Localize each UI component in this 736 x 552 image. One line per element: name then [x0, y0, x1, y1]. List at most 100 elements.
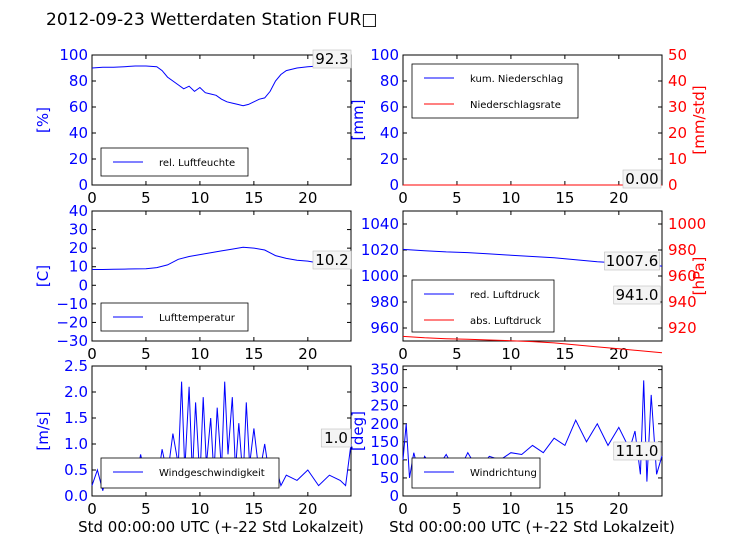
- panel-1: 0 5 10 15 20 0 20 40 60 80 100 0 10 20 30 40 50 [mm/std] […: [349, 46, 708, 207]
- y-tick-label: 0: [389, 176, 399, 194]
- y-tick-label: −30: [56, 332, 88, 350]
- y-tick-label-right: 20: [668, 124, 687, 142]
- y-tick-label: 40: [69, 124, 88, 142]
- x-tick-label: 10: [190, 189, 209, 207]
- y-axis-label-right: [mm/std]: [690, 85, 708, 154]
- y-tick-label: 60: [380, 98, 399, 116]
- y-tick-label: 1.5: [64, 409, 88, 427]
- panel-4: 0 5 10 15 20 0.0 0.5 1.0 1.5 2.0 2.5 [m/s] Windgesch…: [34, 357, 352, 518]
- y-axis-label: [mm]: [349, 100, 367, 141]
- y-tick-label: 0.0: [64, 487, 88, 505]
- y-tick-label: 200: [370, 415, 399, 433]
- y-tick-label-right: 30: [668, 98, 687, 116]
- y-tick-label: 20: [69, 239, 88, 257]
- y-tick-label: 250: [370, 397, 399, 415]
- y-tick-label: −20: [56, 313, 88, 331]
- y-tick-label: 50: [380, 469, 399, 487]
- series-line: [91, 64, 351, 107]
- y-tick-label: 60: [69, 98, 88, 116]
- x-tick-label: 0: [398, 189, 408, 207]
- x-axis-label-left: Std 00:00:00 UTC (+-22 Std Lokalzeit): [78, 518, 364, 536]
- panel-3: 0 5 10 15 20 960 980 1000 1020 1040 920 940 960 980 10…: [361, 210, 708, 363]
- legend-box: [411, 279, 555, 333]
- y-tick-label-right: 1000: [668, 215, 706, 233]
- y-tick-label: 1020: [361, 241, 399, 259]
- x-tick-label: 0: [87, 189, 97, 207]
- y-tick-label: 0: [78, 276, 88, 294]
- x-tick-label: 10: [501, 189, 520, 207]
- x-tick-label: 5: [141, 189, 151, 207]
- y-tick-label: 100: [370, 451, 399, 469]
- legend-label: Lufttemperatur: [159, 313, 236, 324]
- y-tick-label-right: 980: [668, 241, 697, 259]
- legend-box: [411, 457, 541, 489]
- panel-0: 0 5 10 15 20 0 20 40 60 80 100 [%] rel. Luftfeuchte 9…: [34, 46, 352, 207]
- x-tick-label: 5: [452, 500, 462, 518]
- y-tick-label: 2.0: [64, 383, 88, 401]
- last-value-box: [604, 251, 660, 271]
- last-value-label: 10.2: [315, 251, 348, 269]
- plot-frame: [402, 365, 663, 497]
- y-tick-label: 1.0: [64, 435, 88, 453]
- panel-5: 0 5 10 15 20050100150200250300350[deg]Windri…: [349, 361, 663, 518]
- y-axis-label-right: [hPa]: [690, 257, 708, 296]
- last-value-label: 1.0: [324, 429, 348, 447]
- y-tick-label-right: 50: [668, 46, 687, 64]
- x-tick-label: 0: [398, 500, 408, 518]
- x-tick-label: 15: [244, 189, 263, 207]
- x-tick-label: 0: [87, 500, 97, 518]
- y-tick-label: 10: [69, 258, 88, 276]
- plot-frame: [91, 54, 352, 186]
- series-line: [402, 335, 663, 354]
- legend-label: Windrichtung: [470, 468, 537, 479]
- y-tick-label-right: 40: [668, 72, 687, 90]
- legend-label: kum. Niederschlag: [470, 74, 563, 85]
- y-axis-label: [m/s]: [34, 411, 52, 450]
- y-tick-label: 2.5: [64, 357, 88, 375]
- y-tick-label: 350: [370, 361, 399, 379]
- x-tick-label: 5: [452, 345, 462, 363]
- last-value-box: [312, 250, 352, 270]
- panel-2: 0 5 10 15 20−30−20−10010203040[C]Lufttempera…: [34, 202, 352, 363]
- x-tick-label: 10: [190, 345, 209, 363]
- last-value-box: [613, 285, 661, 305]
- last-value-box: [320, 428, 352, 448]
- y-tick-label: 80: [69, 72, 88, 90]
- x-tick-label: 15: [244, 500, 263, 518]
- y-axis-label: [%]: [34, 107, 52, 133]
- legend-box: [411, 63, 579, 119]
- x-tick-label: 20: [609, 189, 628, 207]
- legend-label: rel. Luftfeuchte: [159, 158, 235, 169]
- last-value-label: 111.0: [616, 442, 659, 460]
- x-tick-label: 15: [555, 189, 574, 207]
- x-tick-label: 20: [298, 345, 317, 363]
- x-tick-label: 10: [190, 500, 209, 518]
- x-tick-label: 10: [501, 345, 520, 363]
- y-tick-label: 300: [370, 379, 399, 397]
- last-value-label: 92.3: [315, 50, 348, 68]
- y-tick-label: 0.5: [64, 461, 88, 479]
- y-tick-label: 80: [380, 72, 399, 90]
- x-axis-label-right: Std 00:00:00 UTC (+-22 Std Lokalzeit): [389, 518, 675, 536]
- x-tick-label: 5: [141, 500, 151, 518]
- y-tick-label-right: 10: [668, 150, 687, 168]
- legend-label: red. Luftdruck: [470, 290, 540, 301]
- y-tick-label: 0: [78, 176, 88, 194]
- legend-label: Niederschlagsrate: [470, 100, 561, 111]
- last-value-label: 941.0: [616, 286, 659, 304]
- y-tick-label: 1040: [361, 215, 399, 233]
- x-tick-label: 20: [298, 189, 317, 207]
- last-value-box: [312, 49, 352, 69]
- y-tick-label: 40: [380, 124, 399, 142]
- y-tick-label-right: 920: [668, 319, 697, 337]
- y-tick-label: 100: [59, 46, 88, 64]
- last-value-box: [622, 169, 662, 189]
- last-value-label: 0.00: [625, 170, 658, 188]
- y-tick-label: −10: [56, 295, 88, 313]
- x-tick-label: 5: [141, 345, 151, 363]
- plot-frame: [91, 210, 352, 342]
- chart-title: 2012-09-23 Wetterdaten Station FUR□: [46, 10, 377, 30]
- x-tick-label: 15: [244, 345, 263, 363]
- legend-box: [100, 457, 280, 489]
